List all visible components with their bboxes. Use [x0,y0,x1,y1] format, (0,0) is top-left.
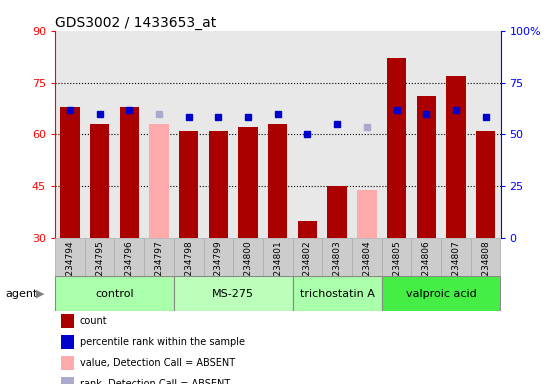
Bar [387,58,406,238]
Bar [174,238,204,276]
Text: MS-275: MS-275 [212,289,254,299]
Bar [357,190,377,238]
Bar [382,238,411,276]
Text: GDS3002 / 1433653_at: GDS3002 / 1433653_at [55,16,216,30]
Bar [179,131,199,238]
Bar [352,238,382,276]
Bar [411,238,441,276]
Bar [446,76,466,238]
Bar [268,124,288,238]
Text: valproic acid: valproic acid [406,289,476,299]
Text: GSM234795: GSM234795 [95,240,104,295]
Bar [416,96,436,238]
Text: GSM234804: GSM234804 [362,240,371,295]
Bar [119,107,139,238]
Bar [204,238,233,276]
Bar [293,276,382,311]
Text: GSM234794: GSM234794 [65,240,74,295]
Bar [263,238,293,276]
Bar [471,238,501,276]
Text: GSM234799: GSM234799 [214,240,223,295]
Bar [174,276,293,311]
Bar [85,238,114,276]
Text: GSM234797: GSM234797 [155,240,163,295]
Bar [208,131,228,238]
Text: GSM234805: GSM234805 [392,240,401,295]
Bar [298,221,317,238]
Bar [233,238,263,276]
Text: GSM234800: GSM234800 [244,240,252,295]
Bar [149,124,169,238]
Text: GSM234801: GSM234801 [273,240,282,295]
Bar [441,238,471,276]
Text: value, Detection Call = ABSENT: value, Detection Call = ABSENT [80,358,235,368]
Text: GSM234803: GSM234803 [333,240,342,295]
Text: trichostatin A: trichostatin A [300,289,375,299]
Text: ▶: ▶ [36,289,44,299]
Bar [322,238,352,276]
Bar [382,276,500,311]
Bar [293,238,322,276]
Text: GSM234806: GSM234806 [422,240,431,295]
Bar [144,238,174,276]
Text: GSM234802: GSM234802 [303,240,312,295]
Text: GSM234808: GSM234808 [481,240,490,295]
Text: GSM234796: GSM234796 [125,240,134,295]
Bar [238,127,258,238]
Bar [114,238,144,276]
Bar [60,107,80,238]
Bar [327,186,347,238]
Text: agent: agent [6,289,38,299]
Text: percentile rank within the sample: percentile rank within the sample [80,337,245,347]
Text: control: control [95,289,134,299]
Text: count: count [80,316,107,326]
Text: GSM234807: GSM234807 [452,240,460,295]
Bar [476,131,496,238]
Bar [90,124,109,238]
Text: GSM234798: GSM234798 [184,240,193,295]
Bar [55,238,85,276]
Text: rank, Detection Call = ABSENT: rank, Detection Call = ABSENT [80,379,230,384]
Bar [55,276,174,311]
